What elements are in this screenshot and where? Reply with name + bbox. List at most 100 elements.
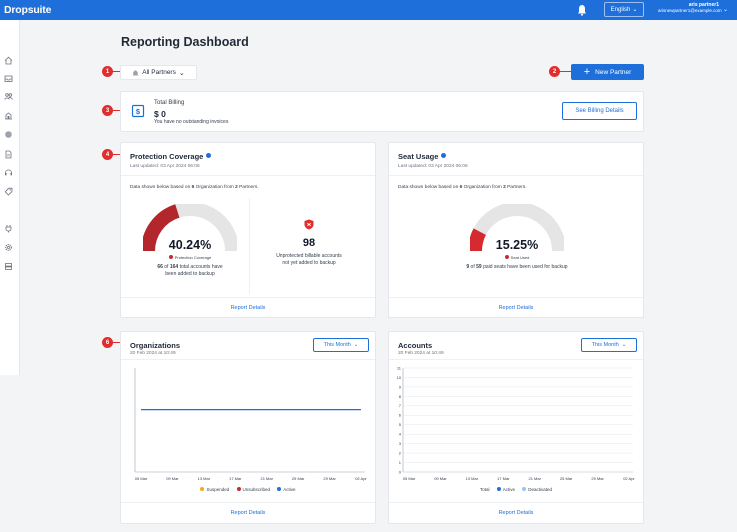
plus-icon: + (583, 65, 591, 78)
legend-total: Total (480, 487, 490, 492)
top-bar: Dropsuite English ⌄ aris partner1 arisne… (0, 0, 737, 20)
period-label: This Month (323, 342, 351, 348)
legend-active: Active (277, 487, 296, 492)
protection-gauge: 40.24% Protection Coverage 66 of 164 tot… (141, 202, 239, 298)
user-name: aris partner1 (688, 2, 719, 8)
desc-text: Partners. (505, 185, 527, 190)
legend-suspended: Suspended (200, 487, 229, 492)
x-tick-label: 13 Mar (466, 476, 479, 481)
desc-orgs: 6 (459, 185, 463, 190)
covered-text: 66 of 164 total accounts have been added … (133, 264, 247, 278)
users-icon[interactable] (4, 92, 13, 101)
card-title: Protection Coverage (130, 152, 212, 161)
desc-text: Data shown below based on (398, 185, 460, 190)
protection-coverage-card: Protection Coverage Last updated: 03 Apr… (120, 142, 376, 318)
x-tick-label: 02 Apr (623, 476, 635, 481)
y-tick-label: 9 (399, 384, 402, 389)
total-count: 164 (169, 264, 179, 270)
building-icon[interactable] (4, 111, 13, 120)
desc-text: Data shown below based on (130, 185, 192, 190)
billing-card: $ Total Billing $ 0 You have no outstand… (120, 91, 644, 132)
new-partner-button[interactable]: + New Partner (571, 64, 644, 80)
y-tick-label: 2 (399, 450, 402, 455)
seat-gauge: 15.25% Seat Used 9 of 59 paid seats have… (466, 202, 568, 298)
billing-label: Total Billing (154, 100, 185, 106)
support-icon[interactable] (4, 168, 13, 177)
accounts-card: Accounts 20 Feb 2024 at 10:49 This Month… (388, 331, 644, 524)
x-tick-label: 05 Mar (403, 476, 416, 481)
chevron-down-icon: ⌄ (178, 69, 185, 77)
gear-icon[interactable] (4, 243, 13, 252)
plug-icon[interactable] (4, 224, 13, 233)
desc-orgs: 6 (191, 185, 195, 190)
divider (389, 502, 643, 503)
svg-text:$: $ (136, 107, 141, 116)
user-chevron-icon[interactable]: ⌄ (723, 7, 729, 13)
unprotected-text: Unprotected billable accounts not yet add… (256, 253, 362, 267)
report-details-link[interactable]: Report Details (498, 510, 534, 516)
x-tick-label: 17 Mar (497, 476, 510, 481)
server-icon[interactable] (4, 262, 13, 271)
y-tick-label: 4 (399, 432, 402, 437)
y-tick-label: 0 (399, 469, 402, 474)
report-details-link[interactable]: Report Details (230, 510, 266, 516)
report-details-link[interactable]: Report Details (498, 305, 534, 311)
organizations-title: Organizations (130, 341, 181, 350)
notification-bell-icon[interactable] (577, 4, 587, 16)
period-dropdown[interactable]: This Month ⌄ (313, 338, 369, 352)
covered-text-part: been added to backup (165, 270, 215, 277)
covered-text-part: total accounts have (178, 264, 223, 270)
chevron-down-icon: ⌄ (353, 342, 359, 348)
info-icon[interactable] (206, 153, 212, 158)
gauge-value: 15.25% (495, 238, 539, 252)
report-details-link[interactable]: Report Details (230, 305, 266, 311)
y-tick-label: 5 (399, 422, 402, 427)
legend-unsubscribed: Unsubscribed (236, 487, 270, 492)
x-tick-label: 13 Mar (198, 476, 211, 481)
x-tick-label: 02 Apr (355, 476, 367, 481)
partners-filter-label: All Partners (142, 69, 176, 76)
new-partner-label: New Partner (595, 68, 632, 76)
gauge-value: 40.24% (168, 238, 212, 252)
last-updated: 20 Feb 2024 at 10:49 (398, 351, 444, 356)
legend-dot (200, 487, 205, 491)
chart-legend: Suspended Unsubscribed Active (121, 487, 375, 492)
period-dropdown[interactable]: This Month ⌄ (581, 338, 637, 352)
billing-value: $ 0 (154, 109, 166, 119)
card-description: Data shown below based on 6 Organization… (398, 185, 527, 190)
unprotected-line: Unprotected billable accounts (276, 253, 342, 259)
billing-subtext: You have no outstanding invoices (154, 119, 229, 125)
callout-6-line (111, 342, 128, 343)
period-label: This Month (591, 342, 619, 348)
seat-total: 59 (476, 264, 482, 270)
user-menu[interactable]: aris partner1 arisnewpartner1@example.co… (658, 2, 722, 13)
desc-text: Partners. (237, 185, 259, 190)
document-icon[interactable] (4, 150, 13, 159)
partners-filter-dropdown[interactable]: All Partners ⌄ (120, 65, 197, 80)
y-tick-label: 1 (399, 460, 402, 465)
inbox-icon[interactable] (4, 74, 13, 83)
legend-label: Active (502, 487, 515, 492)
x-tick-label: 29 Mar (591, 476, 604, 481)
divider (121, 175, 375, 176)
callout-1: 1 (102, 66, 113, 77)
app-logo[interactable]: Dropsuite (4, 4, 52, 16)
user-email: arisnewpartner1@example.com (658, 8, 722, 13)
globe-icon[interactable] (4, 130, 13, 139)
gauge-arc (468, 202, 566, 252)
x-tick-label: 25 Mar (560, 476, 573, 481)
desc-partners: 2 (235, 185, 238, 190)
invoice-icon: $ (131, 104, 145, 118)
legend-label: Total (479, 487, 490, 492)
language-select[interactable]: English ⌄ (604, 2, 644, 17)
seat-text: 9 of 59 paid seats have been used for ba… (445, 264, 589, 271)
home-icon[interactable] (4, 56, 13, 65)
vertical-divider (249, 198, 250, 294)
chart-legend: Total Active Deactivated (389, 487, 643, 492)
divider (121, 502, 375, 503)
see-billing-details-button[interactable]: See Billing Details (562, 102, 637, 120)
unprotected-line: not yet added to backup (282, 259, 336, 266)
info-icon[interactable] (441, 153, 447, 158)
gauge-arc (141, 202, 239, 252)
tag-icon[interactable] (4, 187, 13, 196)
